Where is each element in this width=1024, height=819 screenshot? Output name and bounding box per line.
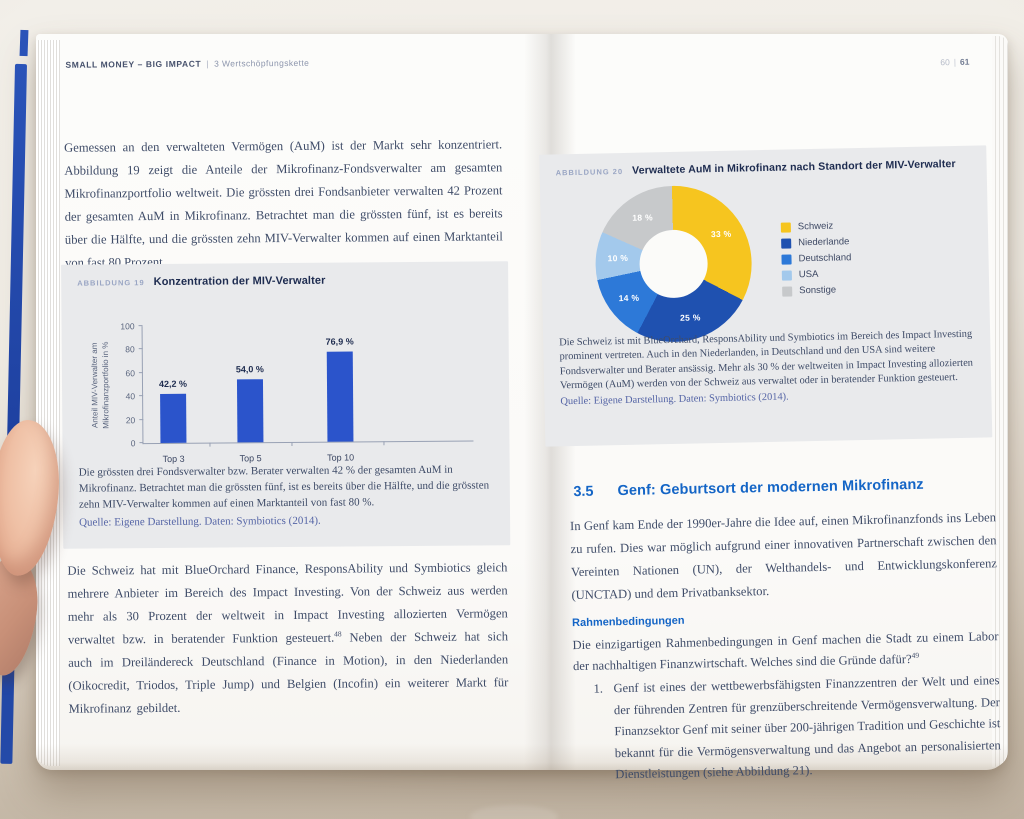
y-axis-tick-mark <box>139 418 144 420</box>
figure-19-caption-block: Die grössten drei Fondsverwalter bzw. Be… <box>79 461 494 530</box>
section-paragraph: In Genf kam Ende der 1990er-Jahre die Id… <box>569 510 998 603</box>
legend-label: Deutschland <box>798 252 852 265</box>
donut-slice-label: 10 % <box>607 252 629 264</box>
donut-slice-label: 25 % <box>679 312 701 323</box>
legend-label: Niederlande <box>798 236 850 249</box>
figure-19-header: ABBILDUNG 19 Konzentration der MIV-Verwa… <box>61 261 508 289</box>
footnote-mark-49: 49 <box>911 650 920 660</box>
book-cover-spine-top <box>19 29 29 57</box>
y-axis-tick-mark <box>138 348 143 350</box>
y-axis-tick-label: 60 <box>125 368 135 379</box>
subsection-paragraph-text: Die einzigartigen Rahmenbedingungen in G… <box>572 629 999 674</box>
list-item: 1. Genf ist eines der wettbewerbsfähigste… <box>593 670 1001 786</box>
donut-slice-label: 14 % <box>618 292 640 303</box>
figure-20-panel: ABBILDUNG 20 Verwaltete AuM in Mikrofina… <box>539 145 993 447</box>
legend-label: Sonstige <box>799 284 837 297</box>
legend-item: Niederlande <box>781 236 851 248</box>
y-axis-tick-label: 40 <box>125 391 136 402</box>
legend-item: Schweiz <box>780 220 851 233</box>
page-number-separator: | <box>953 56 957 68</box>
figure-19-panel: ABBILDUNG 19 Konzentration der MIV-Verwa… <box>61 261 511 549</box>
page-number-left: 60 <box>940 57 950 68</box>
donut-legend: Schweiz Niederlande Deutschland USA Sonstige <box>780 220 852 301</box>
closing-paragraph: Die Schweiz hat mit BlueOrchard Finance,… <box>67 556 508 720</box>
legend-item: Sonstige <box>782 284 852 296</box>
bar-value-label: 42,2 % <box>158 378 188 389</box>
x-axis-category-label: Top 3 <box>162 453 185 464</box>
x-axis-tick-mark <box>383 441 385 446</box>
subsection-paragraph: Die einzigartigen Rahmenbedingungen in G… <box>572 626 999 677</box>
y-axis-tick-label: 20 <box>125 414 136 425</box>
figure-19-title: Konzentration der MIV-Verwalter <box>153 274 326 289</box>
legend-swatch <box>780 221 791 233</box>
figure-19-caption: Die grössten drei Fondsverwalter bzw. Be… <box>78 463 490 512</box>
page-number-right: 61 <box>959 56 970 67</box>
subsection-heading: Rahmenbedingungen <box>571 614 685 630</box>
list-item-number: 1. <box>593 681 604 696</box>
x-axis-category-label: Top 5 <box>239 453 262 464</box>
intro-paragraph: Gemessen an den verwalteten Vermögen (Au… <box>64 137 503 270</box>
bar-top-10 <box>326 351 354 442</box>
y-axis-tick-mark <box>139 442 144 444</box>
numbered-list: 1. Genf ist eines der wettbewerbsfähigste… <box>593 670 1001 786</box>
y-axis-tick-mark <box>138 325 143 327</box>
running-head-book-title: SMALL MONEY – BIG IMPACT <box>65 58 202 70</box>
y-axis-tick-mark <box>138 371 143 373</box>
bar-value-label: 54,0 % <box>235 364 264 375</box>
bar-top-3 <box>160 393 187 444</box>
page-edges-right <box>992 36 1008 767</box>
figure-20-label: ABBILDUNG 20 <box>555 166 624 178</box>
legend-label: USA <box>798 268 819 281</box>
left-page: SMALL MONEY – BIG IMPACT | 3 Wertschöpfung… <box>59 48 516 720</box>
gutter-notch <box>470 805 558 819</box>
legend-label: Schweiz <box>797 220 834 233</box>
bar-top-5 <box>236 379 264 443</box>
running-head-chapter: 3 Wertschöpfungskette <box>214 57 310 69</box>
legend-swatch <box>782 285 793 297</box>
y-axis-tick-label: 0 <box>130 438 136 449</box>
figure-20-caption: Die Schweiz ist mit BlueOrchard, Respons… <box>559 328 974 392</box>
running-head: SMALL MONEY – BIG IMPACT | 3 Wertschöpfung… <box>65 58 309 70</box>
donut-chart: 33 % 25 % 14 % 10 % 18 % <box>593 184 754 344</box>
y-axis-tick-label: 80 <box>125 344 135 355</box>
legend-item: USA <box>781 268 852 281</box>
bar-chart: Anteil MIV-Verwalter am Mikrofinanzportf… <box>77 307 493 464</box>
legend-swatch <box>781 253 792 265</box>
right-page: 60 | 61 ABBILDUNG 20 Verwaltete AuM in Mik… <box>532 50 1002 799</box>
page-edges-left <box>36 40 60 766</box>
section-title: Genf: Geburtsort der modernen Mikrofinan… <box>617 476 924 500</box>
donut-slice-label: 18 % <box>632 212 653 223</box>
figure-20-header: ABBILDUNG 20 Verwaltete AuM in Mikrofina… <box>539 145 986 178</box>
x-axis-tick-mark <box>209 442 211 447</box>
figure-19-label: ABBILDUNG 19 <box>77 278 145 288</box>
list-item-text: Genf ist eines der wettbewerbsfähigsten … <box>613 673 1001 782</box>
y-axis-tick-label: 100 <box>120 321 135 332</box>
legend-item: Deutschland <box>781 252 851 264</box>
footnote-mark-48: 48 <box>334 629 342 639</box>
page-numbers: 60 | 61 <box>940 57 969 68</box>
legend-swatch <box>781 269 792 281</box>
section-heading: 3.5 Genf: Geburtsort der modernen Mikrofi… <box>573 476 924 501</box>
y-axis-tick-mark <box>139 395 144 397</box>
bar-chart-plot: 0 20 40 60 80 100 42,2 % Top 3 54,0 % Top 5 76,9 %… <box>120 321 474 464</box>
bar-value-label: 76,9 % <box>325 336 354 347</box>
figure-20-title: Verwaltete AuM in Mikrofinanz nach Stand… <box>631 158 956 177</box>
legend-swatch <box>781 237 792 249</box>
x-axis-category-label: Top 10 <box>327 452 355 463</box>
donut-slice-label: 33 % <box>710 229 732 240</box>
figure-19-source: Quelle: Eigene Darstellung. Daten: Symbi… <box>79 514 321 529</box>
figure-20-caption-block: Die Schweiz ist mit BlueOrchard, Respons… <box>559 328 974 409</box>
running-head-separator: | <box>206 58 210 69</box>
x-axis-tick-mark <box>291 441 293 446</box>
section-number: 3.5 <box>573 483 594 501</box>
